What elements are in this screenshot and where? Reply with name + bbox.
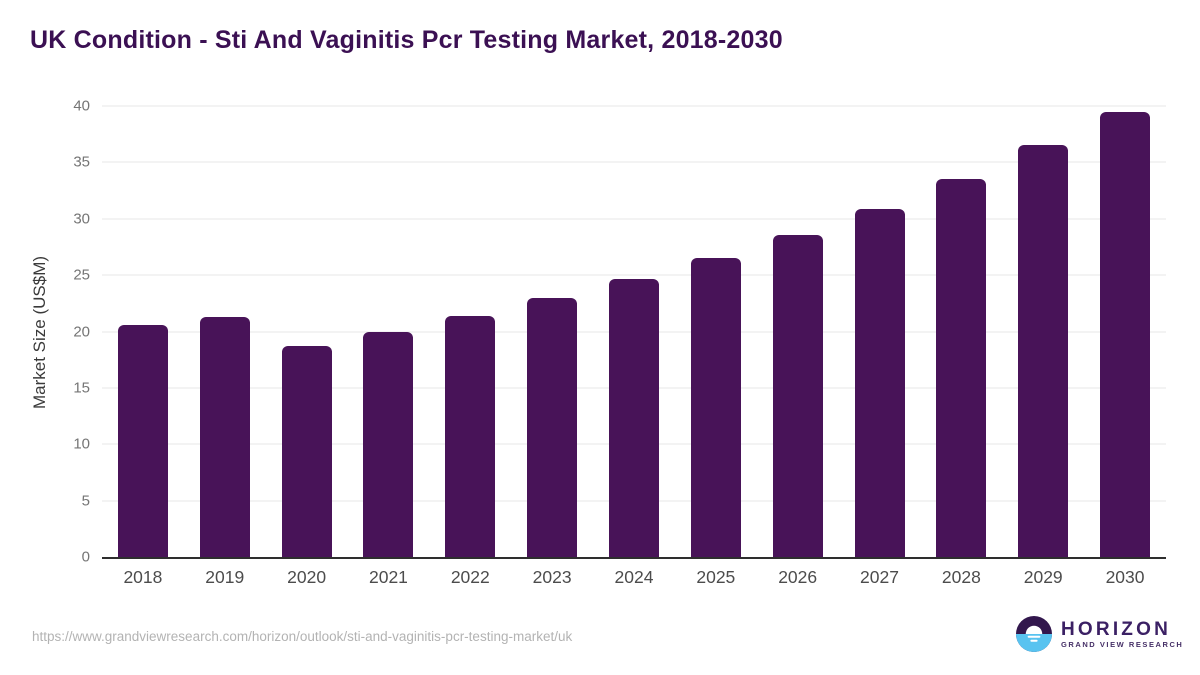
x-tick-label: 2028	[941, 567, 981, 587]
x-tick-label: 2024	[614, 567, 654, 587]
x-tick-label: 2023	[532, 567, 572, 587]
bar-slot	[102, 106, 184, 557]
x-tick-label: 2026	[778, 567, 818, 587]
y-tick-label: 5	[81, 492, 90, 510]
bar-2019	[199, 316, 250, 557]
horizon-logo-icon	[1016, 616, 1052, 652]
logo-title: HORIZON	[1061, 618, 1172, 640]
bar-slot	[348, 106, 430, 557]
bar-slot	[920, 106, 1002, 557]
y-tick-label: 40	[73, 97, 90, 115]
y-tick-label: 20	[73, 323, 90, 340]
bar-slot	[184, 106, 266, 557]
y-tick-label: 25	[73, 266, 90, 284]
bar-2027	[854, 208, 905, 557]
bar-2024	[608, 278, 659, 557]
gridline	[102, 105, 1166, 107]
bar-2022	[445, 315, 496, 557]
bar-2023	[527, 297, 578, 557]
x-tick-label: 2019	[205, 567, 245, 587]
x-tick-label: 2025	[696, 567, 736, 587]
bar-slot	[839, 106, 921, 557]
bar-slot	[429, 106, 511, 557]
y-axis-label: Market Size (US$M)	[30, 255, 49, 410]
bar-2025	[690, 258, 741, 557]
bar-slot	[1002, 106, 1084, 557]
logo-subtitle: GRAND VIEW RESEARCH	[1061, 639, 1184, 649]
plot-area: 0 5 10 15 20 25 30 35 40 2018 2019 2020 2021 2022 202…	[73, 98, 1166, 587]
x-tick-label: 2020	[287, 567, 327, 587]
chart-title: UK Condition - Sti And Vaginitis Pcr Tes…	[30, 26, 783, 54]
source-url: https://www.grandviewresearch.com/horizo…	[32, 629, 573, 644]
bar-slot	[675, 106, 757, 557]
x-tick-label: 2030	[1105, 567, 1145, 587]
bar-slot	[266, 106, 348, 557]
bar-slot	[1084, 106, 1166, 557]
horizon-logo: HORIZON GRAND VIEW RESEARCH	[1016, 616, 1183, 652]
bar-2028	[936, 179, 987, 557]
y-tick-label: 10	[73, 435, 90, 453]
bar-2021	[363, 331, 414, 557]
bar-2030	[1100, 111, 1151, 557]
x-tick-label: 2022	[450, 567, 490, 587]
bar-slot	[757, 106, 839, 557]
bar-slot	[511, 106, 593, 557]
y-tick-label: 15	[73, 379, 90, 397]
gridline	[102, 274, 1166, 276]
y-tick-label: 35	[73, 153, 90, 171]
bar-slot	[593, 106, 675, 557]
logo-text: HORIZON GRAND VIEW RESEARCH	[1061, 619, 1183, 650]
bar-2018	[117, 324, 168, 557]
bar-2020	[281, 346, 332, 557]
gridline	[102, 161, 1166, 163]
bar-series	[102, 106, 1166, 557]
gridline	[102, 218, 1166, 220]
x-tick-label: 2021	[368, 567, 408, 587]
x-tick-labels: 2018 2019 2020 2021 2022 2023 2024 2025 2026 2027…	[102, 567, 1166, 588]
bar-2026	[772, 234, 823, 557]
x-tick-label: 2018	[123, 567, 163, 587]
bar-2029	[1018, 145, 1069, 557]
x-tick-label: 2029	[1023, 567, 1063, 587]
y-tick-label: 0	[81, 548, 90, 566]
x-tick-label: 2027	[860, 567, 899, 587]
y-tick-label: 30	[73, 210, 90, 228]
